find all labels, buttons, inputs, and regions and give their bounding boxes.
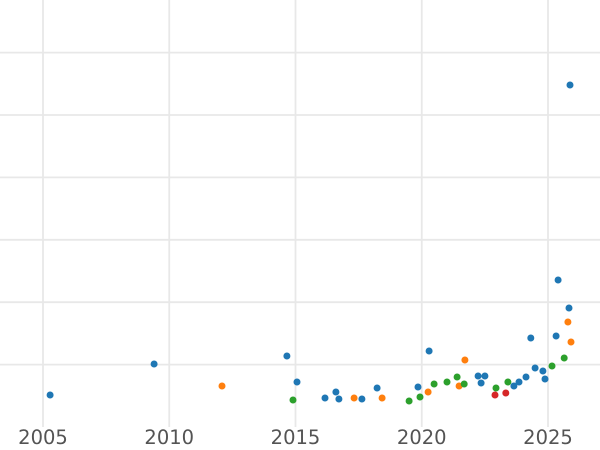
data-point-blue[interactable] bbox=[358, 395, 366, 403]
data-point-orange[interactable] bbox=[567, 338, 575, 346]
data-point-blue[interactable] bbox=[531, 364, 539, 372]
data-point-orange[interactable] bbox=[424, 388, 432, 396]
data-point-blue[interactable] bbox=[46, 391, 54, 399]
data-point-blue[interactable] bbox=[335, 395, 343, 403]
data-point-green[interactable] bbox=[453, 373, 461, 381]
data-point-green[interactable] bbox=[416, 393, 424, 401]
data-point-green[interactable] bbox=[560, 354, 568, 362]
data-point-blue[interactable] bbox=[332, 388, 340, 396]
data-point-red[interactable] bbox=[502, 389, 510, 397]
data-point-blue[interactable] bbox=[522, 373, 530, 381]
data-point-orange[interactable] bbox=[350, 394, 358, 402]
data-point-blue[interactable] bbox=[150, 360, 158, 368]
data-point-blue[interactable] bbox=[283, 352, 291, 360]
data-point-blue[interactable] bbox=[474, 372, 482, 380]
data-point-blue[interactable] bbox=[541, 375, 549, 383]
data-point-green[interactable] bbox=[430, 380, 438, 388]
data-point-orange[interactable] bbox=[218, 382, 226, 390]
data-point-blue[interactable] bbox=[481, 372, 489, 380]
data-point-blue[interactable] bbox=[515, 378, 523, 386]
data-point-green[interactable] bbox=[548, 362, 556, 370]
x-tick-label: 2010 bbox=[144, 426, 194, 449]
data-point-blue[interactable] bbox=[552, 332, 560, 340]
data-point-green[interactable] bbox=[492, 384, 500, 392]
data-point-blue[interactable] bbox=[565, 304, 573, 312]
data-point-green[interactable] bbox=[443, 378, 451, 386]
data-point-blue[interactable] bbox=[566, 81, 574, 89]
data-point-blue[interactable] bbox=[510, 382, 518, 390]
x-tick-label: 2025 bbox=[523, 426, 573, 449]
x-tick-label: 2015 bbox=[271, 426, 321, 449]
data-point-green[interactable] bbox=[405, 397, 413, 405]
data-point-blue[interactable] bbox=[477, 379, 485, 387]
data-point-blue[interactable] bbox=[321, 394, 329, 402]
data-point-red[interactable] bbox=[491, 391, 499, 399]
data-point-blue[interactable] bbox=[554, 276, 562, 284]
data-point-orange[interactable] bbox=[461, 356, 469, 364]
data-point-blue[interactable] bbox=[425, 347, 433, 355]
data-point-orange[interactable] bbox=[564, 318, 572, 326]
x-tick-label: 2020 bbox=[397, 426, 447, 449]
data-point-green[interactable] bbox=[504, 378, 512, 386]
data-point-green[interactable] bbox=[289, 396, 297, 404]
data-point-blue[interactable] bbox=[293, 378, 301, 386]
data-point-blue[interactable] bbox=[373, 384, 381, 392]
data-point-orange[interactable] bbox=[378, 394, 386, 402]
x-tick-label: 2005 bbox=[18, 426, 68, 449]
data-point-blue[interactable] bbox=[414, 383, 422, 391]
data-point-blue[interactable] bbox=[527, 334, 535, 342]
data-point-green[interactable] bbox=[460, 380, 468, 388]
data-point-blue[interactable] bbox=[539, 367, 547, 375]
